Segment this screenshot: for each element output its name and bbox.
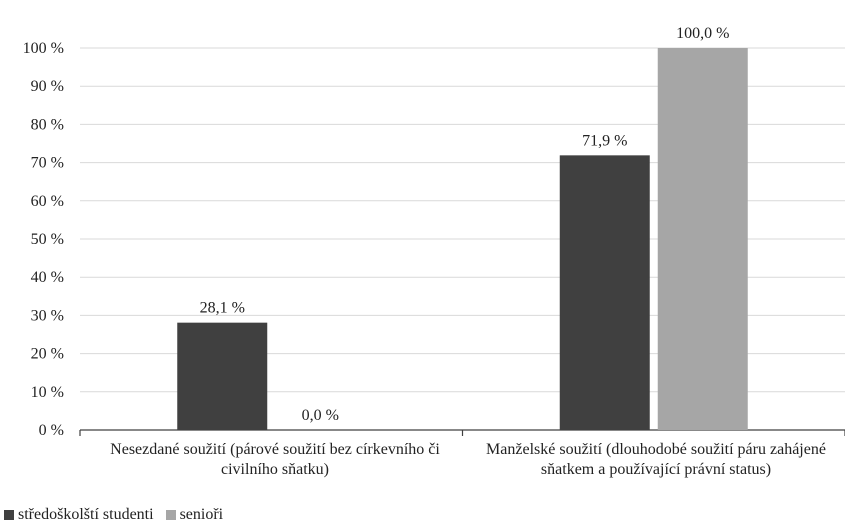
legend-label-seniors: senioři — [179, 506, 224, 523]
y-tick-label: 90 % — [31, 78, 64, 95]
data-label: 28,1 % — [200, 300, 245, 317]
bar — [657, 48, 748, 430]
bar — [177, 322, 268, 430]
legend-item-students: středoškolští studenti — [4, 506, 154, 524]
y-tick-label: 60 % — [31, 193, 64, 210]
y-tick-label: 20 % — [31, 346, 64, 363]
bar — [559, 155, 650, 431]
legend: středoškolští studenti senioři — [4, 506, 235, 524]
legend-swatch-students — [4, 510, 14, 520]
y-tick-label: 0 % — [39, 422, 64, 439]
y-tick-label: 10 % — [31, 384, 64, 401]
y-tick-label: 100 % — [23, 40, 64, 57]
legend-label-students: středoškolští studenti — [18, 506, 154, 523]
y-tick-label: 40 % — [31, 269, 64, 286]
category-label-1: Manželské soužití (dlouhodobé soužití pá… — [486, 441, 826, 478]
data-label: 0,0 % — [302, 407, 339, 424]
legend-item-seniors: senioři — [165, 506, 224, 524]
y-tick-label: 70 % — [31, 155, 64, 172]
y-tick-label: 30 % — [31, 307, 64, 324]
data-label: 71,9 % — [582, 132, 627, 149]
legend-swatch-seniors — [165, 510, 176, 520]
y-tick-label: 80 % — [31, 116, 64, 133]
y-tick-label: 50 % — [31, 231, 64, 248]
data-label: 100,0 % — [676, 25, 729, 42]
category-label-0: Nesezdané soužití (párové soužití bez cí… — [110, 441, 440, 478]
